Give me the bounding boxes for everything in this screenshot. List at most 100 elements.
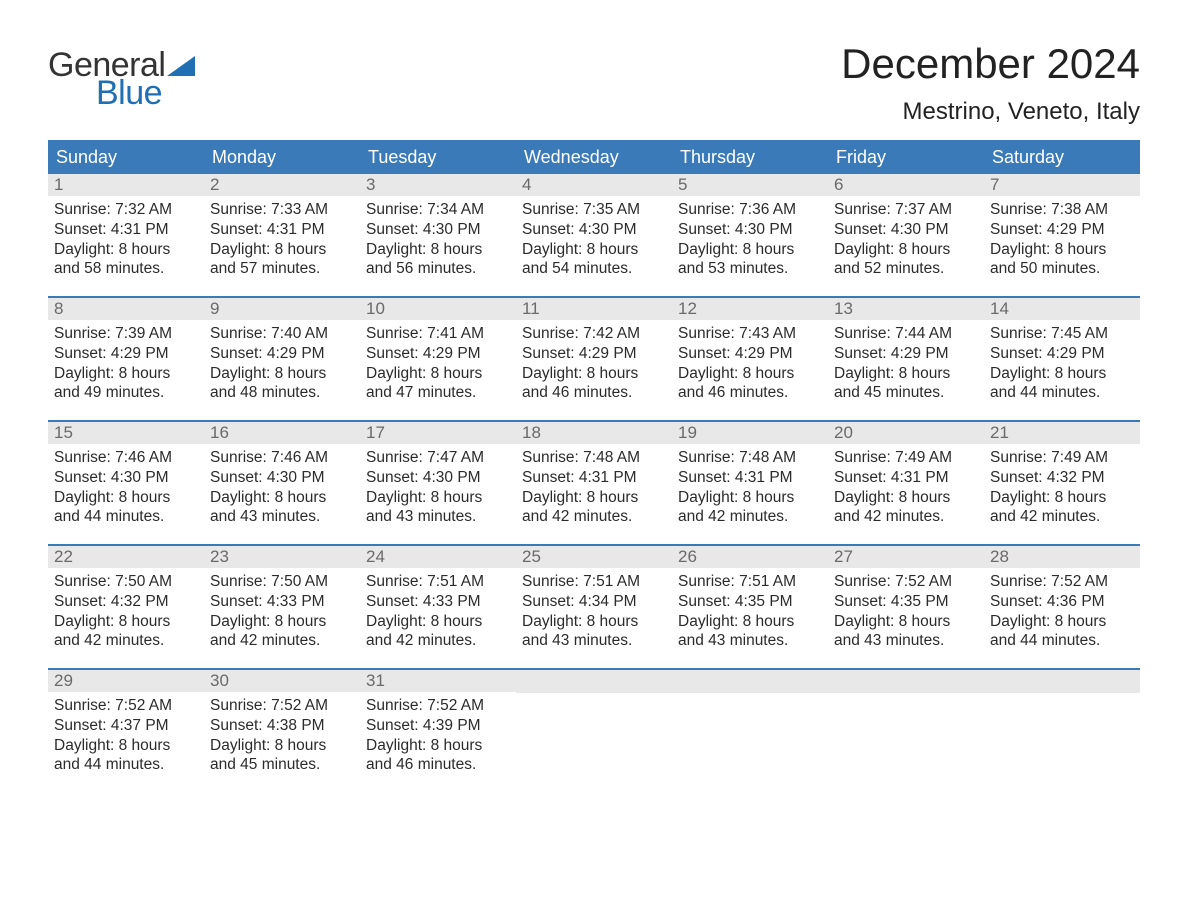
day-body: Sunrise: 7:50 AMSunset: 4:32 PMDaylight:… [48,568,204,657]
day-number: 9 [204,298,360,320]
day-cell: 2Sunrise: 7:33 AMSunset: 4:31 PMDaylight… [204,174,360,296]
logo-triangle-icon [167,56,195,76]
day-body: Sunrise: 7:49 AMSunset: 4:32 PMDaylight:… [984,444,1140,533]
day-cell: 20Sunrise: 7:49 AMSunset: 4:31 PMDayligh… [828,422,984,544]
day-sunrise: Sunrise: 7:32 AM [54,200,198,220]
day-body: Sunrise: 7:52 AMSunset: 4:36 PMDaylight:… [984,568,1140,657]
day-d2: and 50 minutes. [990,259,1134,279]
day-sunset: Sunset: 4:31 PM [678,468,822,488]
day-d1: Daylight: 8 hours [366,612,510,632]
day-d1: Daylight: 8 hours [210,488,354,508]
day-d2: and 46 minutes. [522,383,666,403]
day-d1: Daylight: 8 hours [990,240,1134,260]
empty-day-header [672,670,828,693]
day-sunrise: Sunrise: 7:49 AM [990,448,1134,468]
week-row: 22Sunrise: 7:50 AMSunset: 4:32 PMDayligh… [48,544,1140,668]
logo-word-blue: Blue [96,76,195,110]
day-body: Sunrise: 7:45 AMSunset: 4:29 PMDaylight:… [984,320,1140,409]
day-body: Sunrise: 7:40 AMSunset: 4:29 PMDaylight:… [204,320,360,409]
day-d2: and 47 minutes. [366,383,510,403]
week-row: 8Sunrise: 7:39 AMSunset: 4:29 PMDaylight… [48,296,1140,420]
day-body: Sunrise: 7:48 AMSunset: 4:31 PMDaylight:… [672,444,828,533]
day-d2: and 43 minutes. [522,631,666,651]
brand-logo: General Blue [48,40,195,110]
day-d2: and 56 minutes. [366,259,510,279]
weekday-header: Thursday [672,141,828,174]
day-sunset: Sunset: 4:29 PM [522,344,666,364]
day-number: 22 [48,546,204,568]
day-cell: 28Sunrise: 7:52 AMSunset: 4:36 PMDayligh… [984,546,1140,668]
day-d2: and 46 minutes. [366,755,510,775]
day-sunset: Sunset: 4:29 PM [678,344,822,364]
day-sunrise: Sunrise: 7:40 AM [210,324,354,344]
weekday-header: Sunday [48,141,204,174]
empty-day-header [516,670,672,693]
day-cell: 21Sunrise: 7:49 AMSunset: 4:32 PMDayligh… [984,422,1140,544]
day-d2: and 43 minutes. [834,631,978,651]
day-d1: Daylight: 8 hours [990,612,1134,632]
day-number: 13 [828,298,984,320]
day-sunset: Sunset: 4:30 PM [366,468,510,488]
day-number: 8 [48,298,204,320]
day-body: Sunrise: 7:42 AMSunset: 4:29 PMDaylight:… [516,320,672,409]
day-body: Sunrise: 7:52 AMSunset: 4:38 PMDaylight:… [204,692,360,781]
day-d2: and 44 minutes. [990,631,1134,651]
location-subtitle: Mestrino, Veneto, Italy [841,98,1140,126]
day-d1: Daylight: 8 hours [54,736,198,756]
empty-day-header [828,670,984,693]
day-number: 10 [360,298,516,320]
day-number: 5 [672,174,828,196]
day-sunset: Sunset: 4:29 PM [54,344,198,364]
day-body: Sunrise: 7:33 AMSunset: 4:31 PMDaylight:… [204,196,360,285]
day-sunrise: Sunrise: 7:51 AM [678,572,822,592]
day-body: Sunrise: 7:52 AMSunset: 4:37 PMDaylight:… [48,692,204,781]
day-d1: Daylight: 8 hours [834,488,978,508]
day-sunset: Sunset: 4:30 PM [210,468,354,488]
day-sunset: Sunset: 4:38 PM [210,716,354,736]
day-d2: and 52 minutes. [834,259,978,279]
day-number: 11 [516,298,672,320]
day-cell: 1Sunrise: 7:32 AMSunset: 4:31 PMDaylight… [48,174,204,296]
day-d2: and 44 minutes. [54,755,198,775]
day-d1: Daylight: 8 hours [522,364,666,384]
day-cell: 7Sunrise: 7:38 AMSunset: 4:29 PMDaylight… [984,174,1140,296]
day-sunset: Sunset: 4:30 PM [54,468,198,488]
day-d1: Daylight: 8 hours [834,240,978,260]
day-cell: 9Sunrise: 7:40 AMSunset: 4:29 PMDaylight… [204,298,360,420]
day-cell [828,670,984,792]
day-d2: and 43 minutes. [366,507,510,527]
day-d1: Daylight: 8 hours [678,488,822,508]
day-d2: and 43 minutes. [678,631,822,651]
day-number: 29 [48,670,204,692]
day-sunset: Sunset: 4:30 PM [834,220,978,240]
day-d1: Daylight: 8 hours [366,240,510,260]
day-sunset: Sunset: 4:31 PM [54,220,198,240]
day-body: Sunrise: 7:36 AMSunset: 4:30 PMDaylight:… [672,196,828,285]
day-number: 15 [48,422,204,444]
day-sunrise: Sunrise: 7:50 AM [54,572,198,592]
day-number: 21 [984,422,1140,444]
day-number: 12 [672,298,828,320]
day-body: Sunrise: 7:41 AMSunset: 4:29 PMDaylight:… [360,320,516,409]
day-number: 27 [828,546,984,568]
day-sunrise: Sunrise: 7:52 AM [834,572,978,592]
day-sunrise: Sunrise: 7:47 AM [366,448,510,468]
day-cell: 10Sunrise: 7:41 AMSunset: 4:29 PMDayligh… [360,298,516,420]
calendar-grid: Sunday Monday Tuesday Wednesday Thursday… [48,140,1140,792]
day-d2: and 43 minutes. [210,507,354,527]
day-sunset: Sunset: 4:36 PM [990,592,1134,612]
day-sunrise: Sunrise: 7:38 AM [990,200,1134,220]
day-number: 2 [204,174,360,196]
day-d2: and 49 minutes. [54,383,198,403]
day-cell: 12Sunrise: 7:43 AMSunset: 4:29 PMDayligh… [672,298,828,420]
day-number: 19 [672,422,828,444]
header-region: General Blue December 2024 Mestrino, Ven… [48,40,1140,130]
day-number: 7 [984,174,1140,196]
day-sunrise: Sunrise: 7:34 AM [366,200,510,220]
day-sunrise: Sunrise: 7:46 AM [210,448,354,468]
day-d1: Daylight: 8 hours [210,612,354,632]
day-d2: and 44 minutes. [990,383,1134,403]
day-sunset: Sunset: 4:33 PM [366,592,510,612]
day-sunrise: Sunrise: 7:48 AM [678,448,822,468]
day-body: Sunrise: 7:46 AMSunset: 4:30 PMDaylight:… [48,444,204,533]
